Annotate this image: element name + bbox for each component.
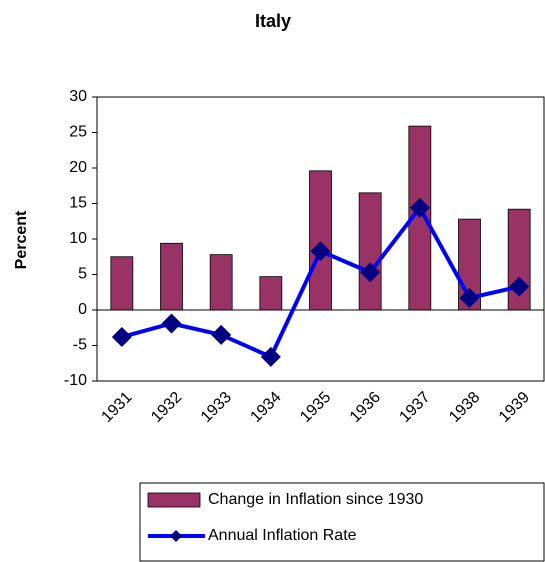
x-tick-label: 1931 <box>98 389 135 426</box>
y-tick-label: 25 <box>69 124 87 141</box>
x-tick-label: 1933 <box>198 389 235 426</box>
marker <box>409 197 430 218</box>
legend-label: Change in Inflation since 1930 <box>208 491 423 508</box>
y-tick-label: 30 <box>69 88 87 105</box>
chart-title: Italy <box>255 11 291 31</box>
y-tick-label: -5 <box>73 337 87 354</box>
y-tick-label: 5 <box>78 266 87 283</box>
legend-label: Annual Inflation Rate <box>208 527 357 544</box>
x-tick-label: 1936 <box>347 389 384 426</box>
bar <box>309 170 332 311</box>
marker <box>310 241 331 262</box>
bar <box>358 192 382 311</box>
bar <box>110 256 134 311</box>
y-tick-label: 10 <box>69 230 87 247</box>
x-tick-label: 1934 <box>247 389 284 426</box>
marker <box>509 276 530 297</box>
y-tick-label: 0 <box>78 301 87 318</box>
legend-swatch <box>147 492 201 508</box>
marker <box>459 287 480 308</box>
x-tick-label: 1938 <box>446 389 483 426</box>
x-tick-label: 1937 <box>396 389 433 426</box>
marker <box>161 313 182 334</box>
bar <box>209 254 233 311</box>
legend-box <box>139 482 545 562</box>
x-tick-label: 1932 <box>148 389 185 426</box>
x-tick-label: 1935 <box>297 389 334 426</box>
y-axis-label: Percent <box>13 210 30 269</box>
bar <box>160 242 183 311</box>
x-tick-label: 1939 <box>496 389 533 426</box>
marker <box>260 346 281 367</box>
y-tick-label: 20 <box>69 159 87 176</box>
legend-marker <box>170 530 182 542</box>
marker <box>111 326 132 347</box>
y-tick-label: 15 <box>69 195 87 212</box>
marker <box>360 262 381 283</box>
y-tick-label: -10 <box>64 372 87 389</box>
marker <box>211 324 232 345</box>
bar <box>259 276 283 311</box>
